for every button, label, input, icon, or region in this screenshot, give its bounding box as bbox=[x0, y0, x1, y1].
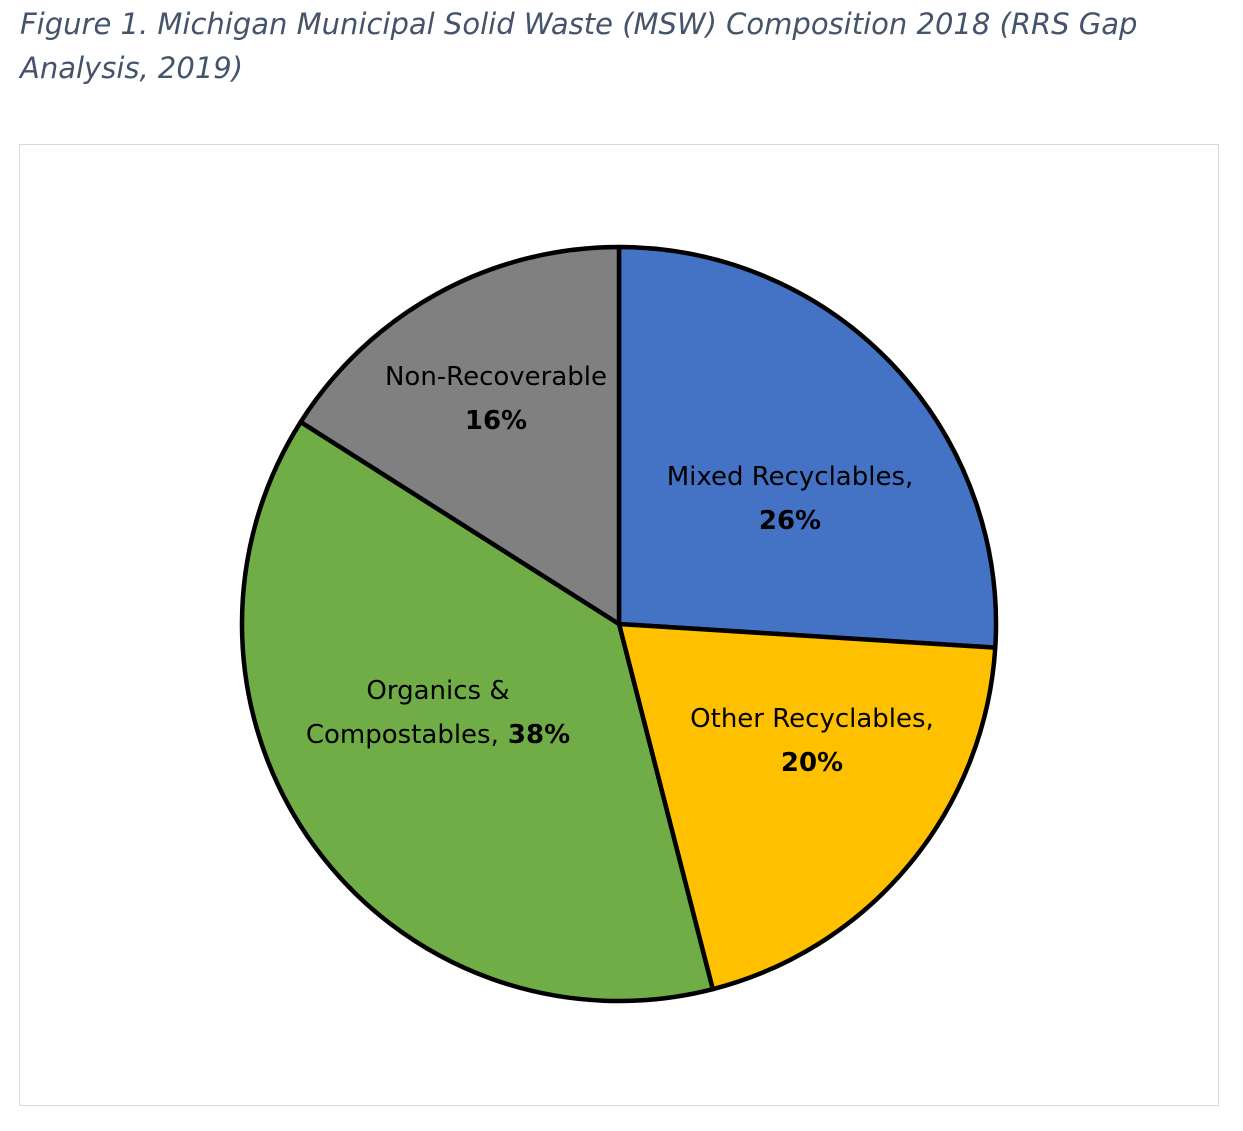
data-label-value-3: 16% bbox=[465, 406, 527, 436]
data-label-value-0: 26% bbox=[759, 506, 821, 536]
pie-slices bbox=[239, 244, 999, 1004]
chart-area: Mixed Recyclables, 26% Other Recyclables, 2… bbox=[19, 144, 1219, 1106]
pie-slice-2 bbox=[239, 419, 716, 1004]
pie-slice-1 bbox=[616, 621, 998, 992]
pie-slice-3 bbox=[298, 244, 622, 627]
data-label-name-1: Other Recyclables, bbox=[690, 704, 934, 734]
data-label-1: Other Recyclables, 20% bbox=[690, 704, 934, 778]
data-label-name-2: Organics & bbox=[366, 676, 509, 706]
data-label-2: Organics & Compostables, 38% bbox=[306, 676, 570, 750]
pie-chart: Mixed Recyclables, 26% Other Recyclables, 2… bbox=[239, 244, 999, 1004]
data-label-name-3: Non-Recoverable bbox=[385, 362, 607, 392]
data-label-3: Non-Recoverable 16% bbox=[385, 362, 607, 436]
data-label-value-2: 38% bbox=[499, 720, 570, 750]
data-label-name-2: Compostables, bbox=[306, 720, 499, 750]
pie-labels: Mixed Recyclables, 26% Other Recyclables, 2… bbox=[306, 362, 934, 778]
pie-slice-0 bbox=[616, 244, 999, 650]
data-label-value-1: 20% bbox=[781, 748, 843, 778]
data-label-0: Mixed Recyclables, 26% bbox=[667, 462, 914, 536]
data-label-name-0: Mixed Recyclables, bbox=[667, 462, 914, 492]
figure-caption: Figure 1. Michigan Municipal Solid Waste… bbox=[20, 7, 1138, 85]
